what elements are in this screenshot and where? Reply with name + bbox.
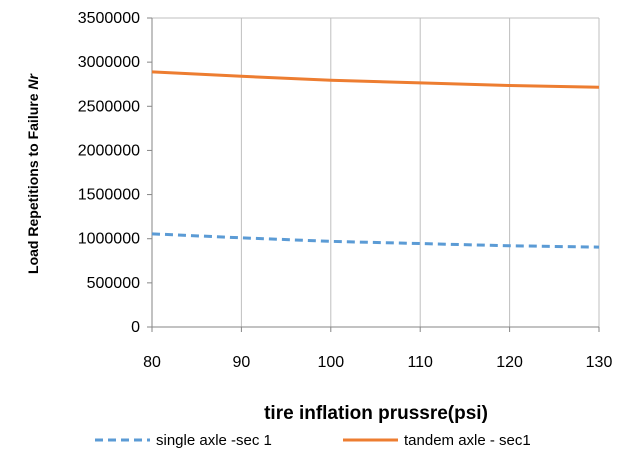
series-group bbox=[151, 70, 600, 249]
legend-label-tandem-axle: tandem axle - sec1 bbox=[404, 432, 531, 449]
x-tick-label-120: 120 bbox=[496, 354, 523, 371]
x-tick-label-130: 130 bbox=[586, 354, 613, 371]
y-tick-label-2000000: 2000000 bbox=[78, 142, 140, 159]
y-axis-title-main: Load Repetitions to Failure bbox=[25, 90, 41, 274]
x-tick-label-90: 90 bbox=[233, 354, 251, 371]
y-tick-label-500000: 500000 bbox=[87, 275, 140, 292]
grid bbox=[151, 17, 600, 327]
y-axis-title-italic: Nr bbox=[25, 72, 41, 89]
series-line-single-axle-sec-1 bbox=[151, 232, 600, 249]
y-tick-label-3000000: 3000000 bbox=[78, 54, 140, 71]
x-tick-label-100: 100 bbox=[317, 354, 344, 371]
x-tick-label-110: 110 bbox=[407, 354, 433, 371]
x-axis-title: tire inflation prussre(psi) bbox=[264, 403, 488, 424]
legend: single axle -sec 1 tandem axle - sec1 bbox=[95, 432, 531, 449]
x-tick-label-80: 80 bbox=[143, 354, 161, 371]
x-tick-labels: 80 90 100 110 120 130 bbox=[143, 354, 612, 371]
y-tick-label-3500000: 3500000 bbox=[78, 10, 140, 27]
y-tick-label-1000000: 1000000 bbox=[78, 231, 140, 248]
y-axis-title: Load Repetitions to Failure Nr bbox=[25, 72, 41, 273]
axes bbox=[147, 17, 600, 332]
y-tick-label-0: 0 bbox=[131, 319, 140, 336]
y-tick-label-2500000: 2500000 bbox=[78, 98, 140, 115]
y-tick-label-1500000: 1500000 bbox=[78, 187, 140, 204]
series-line-tandem-axle-sec1 bbox=[151, 70, 600, 89]
y-tick-labels: 0 500000 1000000 1500000 2000000 2500000 30000… bbox=[78, 10, 140, 336]
legend-label-single-axle: single axle -sec 1 bbox=[156, 432, 272, 449]
